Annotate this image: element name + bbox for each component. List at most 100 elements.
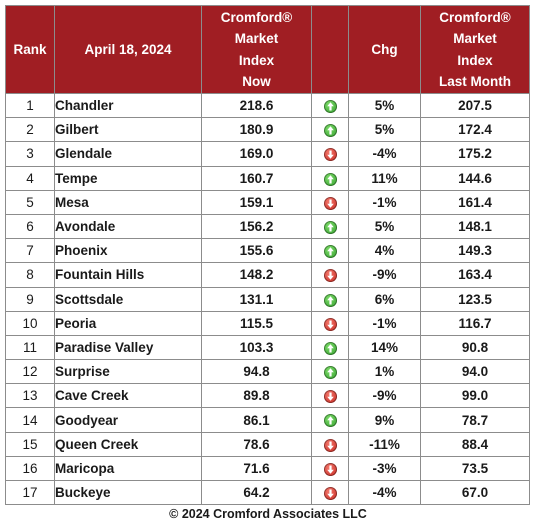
direction-cell	[311, 238, 349, 264]
city-cell: Gilbert	[54, 117, 202, 143]
up-arrow-icon	[323, 366, 337, 380]
rank-cell: 17	[5, 479, 55, 506]
rank-cell: 2	[5, 117, 55, 143]
table-row: 10 Peoria 115.5 -1% 116.7	[5, 310, 530, 336]
direction-cell	[311, 455, 349, 482]
header-now-line: Cromford®	[220, 9, 293, 25]
city-cell: Avondale	[54, 213, 202, 240]
header-direction	[311, 5, 349, 94]
header-chg: Chg	[348, 5, 421, 94]
down-arrow-icon	[323, 462, 337, 476]
index-last-month-cell: 88.4	[420, 431, 530, 457]
direction-cell	[311, 407, 349, 433]
index-last-month-cell: 161.4	[420, 189, 530, 215]
header-rank: Rank	[5, 5, 55, 94]
table-row: 8 Fountain Hills 148.2 -9% 163.4	[5, 262, 530, 288]
city-cell: Maricopa	[54, 455, 202, 482]
direction-cell	[311, 117, 349, 143]
index-now-cell: 64.2	[201, 479, 312, 506]
city-cell: Cave Creek	[54, 383, 202, 409]
index-now-cell: 94.8	[201, 359, 312, 385]
direction-cell	[311, 286, 349, 312]
table-row: 13 Cave Creek 89.8 -9% 99.0	[5, 383, 530, 409]
direction-cell	[311, 359, 349, 385]
direction-cell	[311, 431, 349, 457]
header-now-line: Market	[234, 31, 279, 46]
change-cell: -1%	[348, 189, 421, 215]
market-index-table-container: Rank April 18, 2024 Cromford® Market Ind…	[5, 5, 530, 506]
table-row: 9 Scottsdale 131.1 6% 123.5	[5, 286, 530, 312]
index-last-month-cell: 163.4	[420, 262, 530, 288]
index-last-month-cell: 94.0	[420, 359, 530, 385]
market-index-table: Rank April 18, 2024 Cromford® Market Ind…	[5, 5, 530, 506]
direction-cell	[311, 165, 349, 191]
header-index-now: Cromford® Market Index Now	[201, 5, 312, 94]
change-cell: 5%	[348, 213, 421, 240]
index-now-cell: 71.6	[201, 455, 312, 482]
table-body: 1 Chandler 218.6 5% 207.5 2 Gilbert 180.9 5% 172.…	[5, 92, 530, 506]
change-cell: 14%	[348, 334, 421, 361]
rank-cell: 7	[5, 238, 55, 264]
table-row: 1 Chandler 218.6 5% 207.5	[5, 92, 530, 119]
index-last-month-cell: 90.8	[420, 334, 530, 361]
header-last-line: Index	[457, 52, 493, 68]
up-arrow-icon	[323, 172, 337, 186]
rank-cell: 1	[5, 92, 55, 119]
city-cell: Surprise	[54, 359, 202, 385]
index-last-month-cell: 207.5	[420, 92, 530, 119]
change-cell: 1%	[348, 359, 421, 385]
rank-cell: 8	[5, 262, 55, 288]
table-row: 2 Gilbert 180.9 5% 172.4	[5, 117, 530, 143]
city-cell: Fountain Hills	[54, 262, 202, 288]
city-cell: Tempe	[54, 165, 202, 191]
table-row: 5 Mesa 159.1 -1% 161.4	[5, 189, 530, 215]
down-arrow-icon	[323, 317, 337, 331]
index-last-month-cell: 73.5	[420, 455, 530, 482]
copyright-footer: © 2024 Cromford Associates LLC	[169, 507, 367, 521]
direction-cell	[311, 479, 349, 506]
up-arrow-icon	[323, 414, 337, 428]
direction-cell	[311, 213, 349, 240]
index-last-month-cell: 175.2	[420, 141, 530, 167]
header-now-line: Now	[242, 74, 271, 89]
header-last-line: Last Month	[439, 74, 511, 89]
change-cell: -1%	[348, 310, 421, 336]
rank-cell: 16	[5, 455, 55, 482]
index-now-cell: 78.6	[201, 431, 312, 457]
header-date: April 18, 2024	[54, 5, 202, 94]
header-row: Rank April 18, 2024 Cromford® Market Ind…	[5, 5, 530, 94]
header-now-line: Index	[238, 52, 275, 68]
table-row: 14 Goodyear 86.1 9% 78.7	[5, 407, 530, 433]
change-cell: -3%	[348, 455, 421, 482]
table-row: 15 Queen Creek 78.6 -11% 88.4	[5, 431, 530, 457]
index-now-cell: 148.2	[201, 262, 312, 288]
rank-cell: 13	[5, 383, 55, 409]
change-cell: 9%	[348, 407, 421, 433]
index-now-cell: 89.8	[201, 383, 312, 409]
city-cell: Peoria	[54, 310, 202, 336]
index-now-cell: 103.3	[201, 334, 312, 361]
change-cell: 4%	[348, 238, 421, 264]
city-cell: Goodyear	[54, 407, 202, 433]
rank-cell: 12	[5, 359, 55, 385]
index-now-cell: 131.1	[201, 286, 312, 312]
down-arrow-icon	[323, 390, 337, 404]
header-index-last-month: Cromford® Market Index Last Month	[420, 5, 530, 94]
header-last-line: Cromford®	[439, 9, 511, 25]
change-cell: -9%	[348, 262, 421, 288]
index-now-cell: 155.6	[201, 238, 312, 264]
table-row: 11 Paradise Valley 103.3 14% 90.8	[5, 334, 530, 361]
table-row: 4 Tempe 160.7 11% 144.6	[5, 165, 530, 191]
index-now-cell: 180.9	[201, 117, 312, 143]
header-last-line: Market	[453, 31, 497, 46]
index-last-month-cell: 78.7	[420, 407, 530, 433]
up-arrow-icon	[323, 124, 337, 138]
city-cell: Glendale	[54, 141, 202, 167]
rank-cell: 15	[5, 431, 55, 457]
rank-cell: 6	[5, 213, 55, 240]
direction-cell	[311, 141, 349, 167]
down-arrow-icon	[323, 487, 337, 501]
table-row: 6 Avondale 156.2 5% 148.1	[5, 213, 530, 240]
city-cell: Scottsdale	[54, 286, 202, 312]
index-last-month-cell: 99.0	[420, 383, 530, 409]
